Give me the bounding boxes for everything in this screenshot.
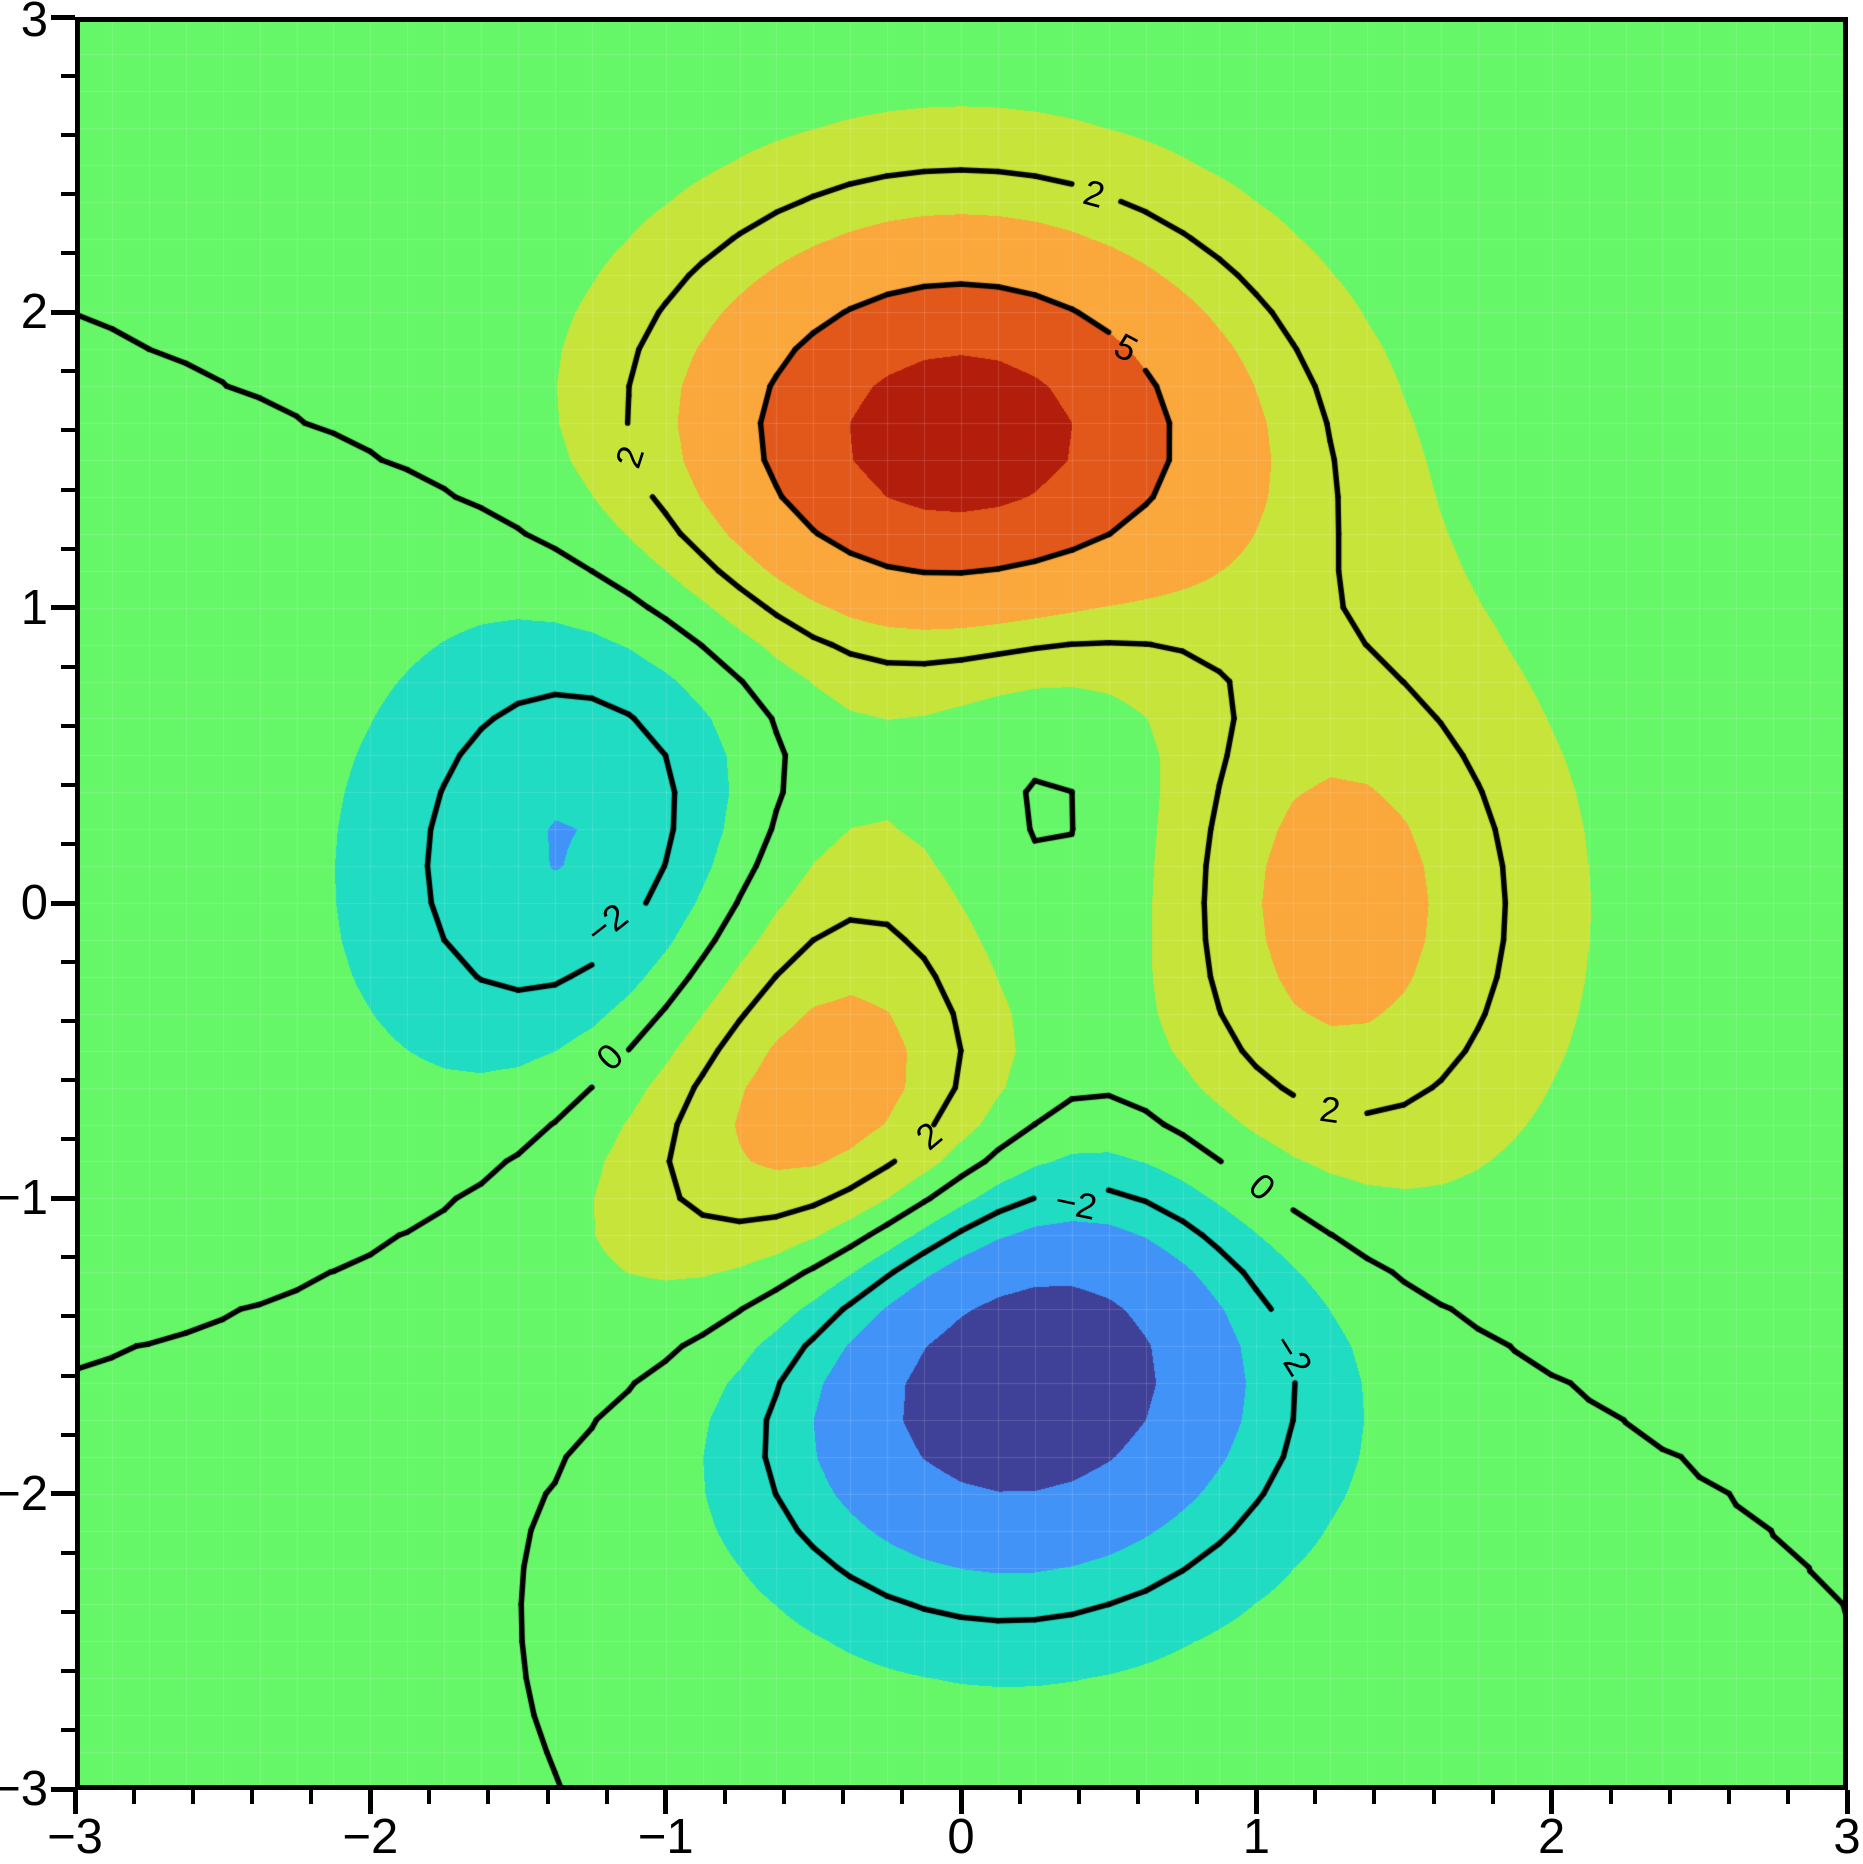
x-axis-minor-tick [899, 1790, 904, 1804]
y-axis-tick-label: 1 [20, 580, 48, 635]
y-axis-minor-tick [61, 1550, 75, 1555]
x-axis-tick-label: −3 [47, 1810, 103, 1864]
y-axis-tick-label: −1 [0, 1171, 48, 1226]
x-axis-minor-tick [1372, 1790, 1377, 1804]
x-axis-minor-tick [1608, 1790, 1613, 1804]
x-axis-minor-tick [486, 1790, 491, 1804]
x-axis-minor-tick [545, 1790, 550, 1804]
y-axis-minor-tick [61, 1314, 75, 1319]
x-axis-tick-label: 2 [1538, 1810, 1566, 1864]
x-axis-minor-tick [1018, 1790, 1023, 1804]
x-axis-minor-tick [250, 1790, 255, 1804]
x-axis-tick-label: −2 [342, 1810, 399, 1864]
x-axis-major-tick [72, 1790, 78, 1814]
x-axis-tick-label: 1 [1242, 1810, 1270, 1864]
y-axis-minor-tick [61, 1373, 75, 1378]
x-axis-tick-label: 0 [947, 1810, 975, 1864]
y-axis-minor-tick [61, 1137, 75, 1142]
x-axis-minor-tick [1431, 1790, 1436, 1804]
y-axis-minor-tick [61, 428, 75, 433]
x-axis-minor-tick [781, 1790, 786, 1804]
x-axis-tick-label: 3 [1833, 1810, 1861, 1864]
x-axis-minor-tick [1726, 1790, 1731, 1804]
y-axis-major-tick [51, 309, 75, 315]
y-axis-tick-label: −2 [0, 1466, 48, 1521]
y-axis-major-tick [51, 900, 75, 906]
contour-label: −2 [1051, 1179, 1101, 1229]
y-axis-major-tick [51, 1491, 75, 1497]
x-axis-minor-tick [309, 1790, 314, 1804]
y-axis-major-tick [51, 1195, 75, 1201]
y-axis-tick-label: 3 [20, 0, 48, 47]
y-axis-major-tick [51, 605, 75, 611]
x-axis-minor-tick [1077, 1790, 1082, 1804]
x-axis-major-tick [1844, 1790, 1850, 1814]
x-axis-minor-tick [1785, 1790, 1790, 1804]
x-axis-minor-tick [1490, 1790, 1495, 1804]
y-axis-minor-tick [61, 192, 75, 197]
x-axis-major-tick [1549, 1790, 1555, 1814]
x-axis-minor-tick [191, 1790, 196, 1804]
y-axis-minor-tick [61, 664, 75, 669]
x-axis-minor-tick [132, 1790, 137, 1804]
x-axis-major-tick [663, 1790, 669, 1814]
x-axis-minor-tick [1667, 1790, 1672, 1804]
y-axis-minor-tick [61, 782, 75, 787]
y-axis-major-tick [51, 14, 75, 20]
y-axis-minor-tick [61, 1432, 75, 1437]
y-axis-minor-tick [61, 1668, 75, 1673]
x-axis-major-tick [958, 1790, 964, 1814]
y-axis-minor-tick [61, 133, 75, 138]
y-axis-minor-tick [61, 1727, 75, 1732]
y-axis-minor-tick [61, 841, 75, 846]
contour-plot-canvas [75, 17, 1848, 1790]
y-axis-major-tick [51, 1786, 75, 1792]
y-axis-minor-tick [61, 369, 75, 374]
y-axis-minor-tick [61, 251, 75, 256]
y-axis-minor-tick [61, 1078, 75, 1083]
y-axis-tick-label: 2 [20, 285, 48, 340]
x-axis-major-tick [367, 1790, 373, 1814]
x-axis-tick-label: −1 [637, 1810, 694, 1864]
y-axis-minor-tick [61, 1609, 75, 1614]
y-axis-minor-tick [61, 1019, 75, 1024]
x-axis-minor-tick [1136, 1790, 1141, 1804]
x-axis-minor-tick [722, 1790, 727, 1804]
y-axis-minor-tick [61, 74, 75, 79]
y-axis-minor-tick [61, 546, 75, 551]
y-axis-minor-tick [61, 723, 75, 728]
y-axis-minor-tick [61, 960, 75, 965]
y-axis-tick-label: −3 [0, 1762, 48, 1816]
x-axis-minor-tick [427, 1790, 432, 1804]
y-axis-minor-tick [61, 1255, 75, 1260]
y-axis-tick-label: 0 [20, 876, 48, 930]
x-axis-major-tick [1253, 1790, 1259, 1814]
x-axis-minor-tick [604, 1790, 609, 1804]
x-axis-minor-tick [1195, 1790, 1200, 1804]
x-axis-minor-tick [840, 1790, 845, 1804]
y-axis-minor-tick [61, 487, 75, 492]
x-axis-minor-tick [1313, 1790, 1318, 1804]
